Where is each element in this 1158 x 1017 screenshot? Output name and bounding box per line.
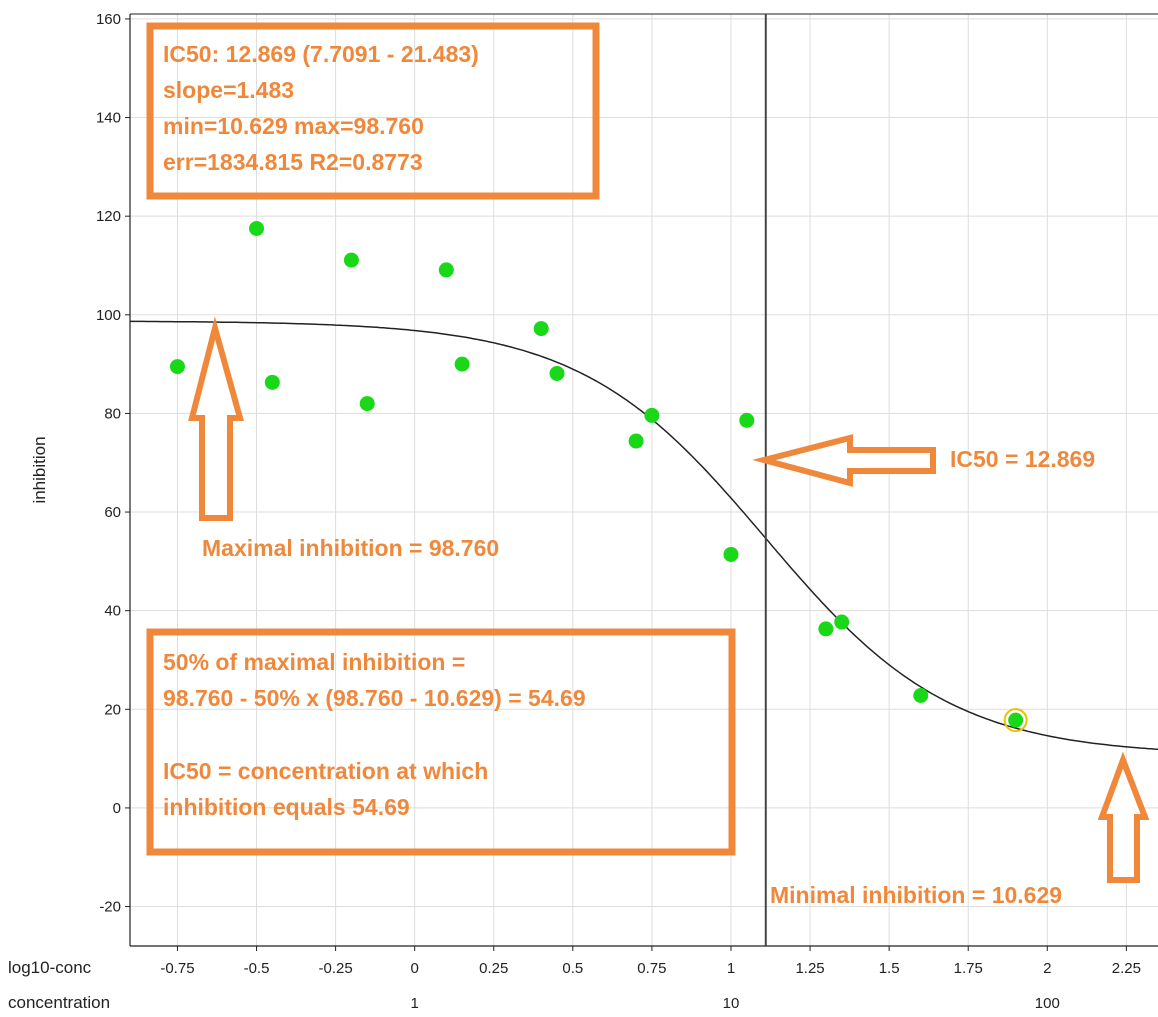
min-arrow bbox=[1097, 751, 1150, 883]
ic50-arrow bbox=[752, 434, 936, 487]
x-tick-label: 1.5 bbox=[879, 960, 900, 977]
stats-line: IC50: 12.869 (7.7091 - 21.483) bbox=[163, 41, 479, 67]
explain-line: 98.760 - 50% x (98.760 - 10.629) = 54.69 bbox=[163, 685, 586, 711]
explain-box-frame bbox=[146, 628, 736, 856]
data-point bbox=[739, 412, 755, 428]
concentration-tick-label: 100 bbox=[1035, 995, 1060, 1012]
x-tick-label: 2.25 bbox=[1112, 960, 1141, 977]
data-point bbox=[913, 687, 929, 703]
explain-box: 50% of maximal inhibition = 98.760 - 50%… bbox=[146, 628, 736, 856]
up-arrow-icon bbox=[1097, 751, 1150, 883]
x-row-label-concentration: concentration bbox=[8, 993, 110, 1012]
data-point bbox=[628, 433, 644, 449]
y-tick-label: 0 bbox=[113, 800, 121, 817]
ic50-label: IC50 = 12.869 bbox=[950, 446, 1095, 472]
data-point bbox=[1008, 712, 1024, 728]
data-point bbox=[549, 365, 565, 381]
x-tick-label: 1.25 bbox=[795, 960, 824, 977]
highlight-ring bbox=[1003, 708, 1028, 733]
explain-line: IC50 = concentration at which bbox=[163, 758, 488, 784]
x-tick-label: -0.25 bbox=[318, 960, 352, 977]
y-tick-label: 100 bbox=[96, 307, 121, 324]
data-points bbox=[169, 221, 1028, 733]
up-arrow-icon bbox=[188, 316, 244, 521]
x-tick-label: 1 bbox=[727, 960, 735, 977]
stats-box: IC50: 12.869 (7.7091 - 21.483) slope=1.4… bbox=[146, 22, 600, 200]
explain-line: inhibition equals 54.69 bbox=[163, 794, 410, 820]
axes bbox=[129, 13, 1158, 947]
x-tick-label: -0.75 bbox=[160, 960, 194, 977]
min-inhibition-label: Minimal inhibition = 10.629 bbox=[770, 882, 1062, 908]
stats-box-frame bbox=[146, 22, 600, 200]
data-point bbox=[818, 621, 834, 637]
y-axis-title: inhibition bbox=[30, 436, 49, 503]
data-point bbox=[533, 321, 549, 337]
x-tick-label: 2 bbox=[1043, 960, 1051, 977]
data-point bbox=[454, 356, 470, 372]
x-tick-label: 0.25 bbox=[479, 960, 508, 977]
y-tick-label: -20 bbox=[99, 899, 121, 916]
y-tick-label: 120 bbox=[96, 208, 121, 225]
y-tick-label: 80 bbox=[104, 405, 121, 422]
stats-line: slope=1.483 bbox=[163, 77, 294, 103]
y-tick-label: 40 bbox=[104, 603, 121, 620]
data-point bbox=[438, 262, 454, 278]
max-inhibition-label: Maximal inhibition = 98.760 bbox=[202, 535, 499, 561]
data-point bbox=[644, 407, 660, 423]
max-arrow bbox=[188, 316, 244, 521]
data-point bbox=[249, 221, 265, 237]
data-point bbox=[264, 374, 280, 390]
x-tick-labels: -0.75 -0.5 -0.25 0 0.25 0.5 0.75 1 1.25 1.5 1.75 2 2… bbox=[160, 960, 1141, 1012]
x-tick-label: 0.75 bbox=[637, 960, 666, 977]
x-tick-label: 0 bbox=[411, 960, 419, 977]
stats-line: err=1834.815 R2=0.8773 bbox=[163, 149, 423, 175]
concentration-tick-label: 10 bbox=[723, 995, 740, 1012]
data-point bbox=[723, 546, 739, 562]
x-tick-label: 0.5 bbox=[562, 960, 583, 977]
x-row-label-log10: log10-conc bbox=[8, 958, 92, 977]
data-point bbox=[834, 614, 850, 630]
explain-line: 50% of maximal inhibition = bbox=[163, 649, 465, 675]
y-tick-labels: -20 0 20 40 60 80 100 120 140 160 bbox=[96, 11, 121, 916]
concentration-tick-label: 1 bbox=[411, 995, 419, 1012]
left-arrow-icon bbox=[752, 434, 936, 487]
data-point bbox=[343, 252, 359, 268]
y-tick-label: 20 bbox=[104, 701, 121, 718]
data-point bbox=[169, 359, 185, 375]
y-tick-label: 140 bbox=[96, 110, 121, 127]
fit-curve bbox=[130, 320, 1158, 751]
y-tick-label: 60 bbox=[104, 504, 121, 521]
stats-line: min=10.629 max=98.760 bbox=[163, 113, 424, 139]
x-tick-label: 1.75 bbox=[954, 960, 983, 977]
y-tick-label: 160 bbox=[96, 11, 121, 28]
data-point bbox=[359, 396, 375, 412]
x-tick-label: -0.5 bbox=[244, 960, 270, 977]
